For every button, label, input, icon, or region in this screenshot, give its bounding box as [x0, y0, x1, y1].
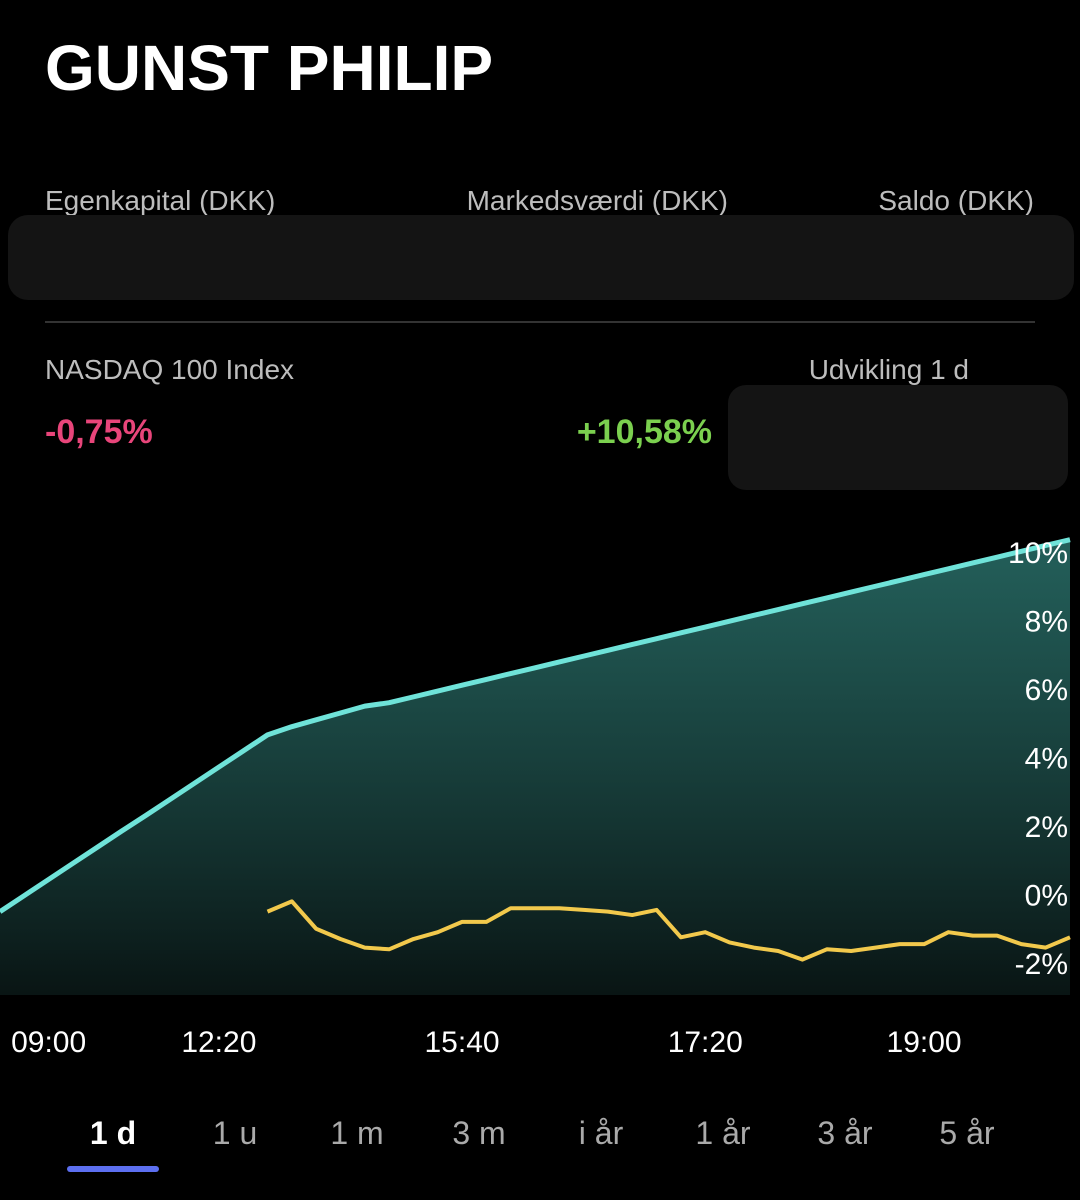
summary-label: Egenkapital (DKK) [45, 185, 275, 216]
redaction [8, 215, 1074, 300]
y-tick-label: 2% [1025, 811, 1068, 844]
tab[interactable]: 3 m [452, 1115, 505, 1151]
chart: 10% 8% 6% 4% 2% 0% -2% 09:00 12:20 15:40 17:20 19:0… [0, 537, 1071, 1059]
index-name: NASDAQ 100 Index [45, 354, 294, 385]
y-tick-label: 4% [1025, 743, 1068, 776]
tab[interactable]: 1 d [90, 1115, 136, 1151]
area [0, 539, 1070, 995]
tab-bar: 1 d 1 u 1 m 3 m i år 1 år 3 år 5 år [67, 1115, 995, 1172]
x-tick-label: 17:20 [668, 1026, 743, 1059]
tab[interactable]: 1 u [213, 1115, 257, 1151]
series-line [0, 537, 1071, 914]
y-tick-label: 0% [1025, 880, 1068, 913]
tab[interactable]: 5 år [939, 1115, 994, 1151]
index-change: -0,75% [45, 413, 153, 451]
portfolio-change: +10,58% [577, 413, 712, 451]
summary-label: Markedsværdi (DKK) [467, 185, 728, 216]
tab[interactable]: 1 m [330, 1115, 383, 1151]
period-label: Udvikling 1 d [809, 354, 969, 385]
tab[interactable]: i år [579, 1115, 624, 1151]
page-title: GUNST PHILIP [45, 32, 493, 104]
redaction [728, 385, 1068, 490]
tab[interactable]: 1 år [695, 1115, 750, 1151]
x-tick-label: 15:40 [425, 1026, 500, 1059]
tab-indicator [67, 1166, 159, 1172]
y-tick-label: 8% [1025, 606, 1068, 639]
summary-label: Saldo (DKK) [878, 185, 1034, 216]
x-tick-label: 19:00 [887, 1026, 962, 1059]
x-tick-label: 09:00 [11, 1026, 86, 1059]
x-tick-label: 12:20 [181, 1026, 256, 1059]
tab[interactable]: 3 år [817, 1115, 872, 1151]
y-tick-label: -2% [1015, 948, 1068, 981]
series-line [266, 899, 1071, 962]
y-tick-label: 6% [1025, 674, 1068, 707]
y-tick-label: 10% [1008, 537, 1068, 570]
